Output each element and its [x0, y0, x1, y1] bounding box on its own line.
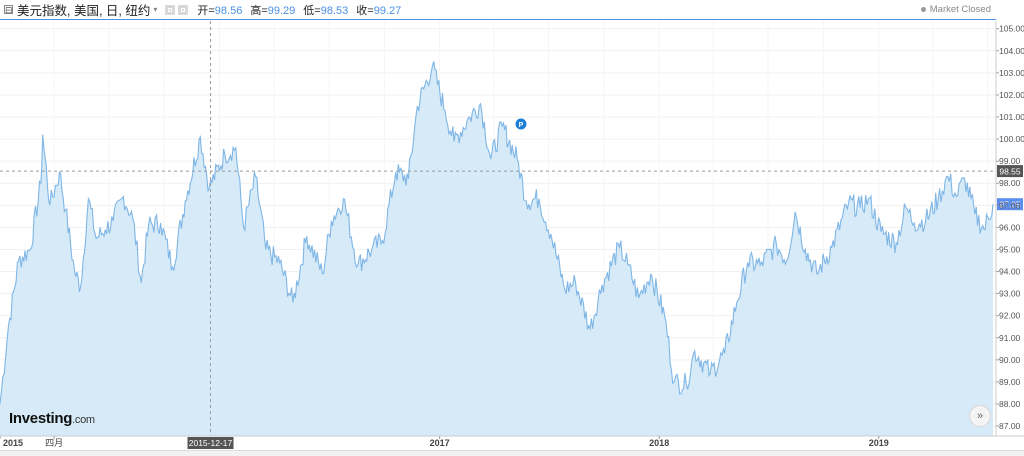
x-tick-label: 2019 [869, 438, 889, 448]
x-tick-label: 2017 [430, 438, 450, 448]
y-tick-label: 94.00 [999, 267, 1021, 277]
y-tick-label: 103.00 [999, 68, 1024, 78]
investing-logo[interactable]: Investing.com [9, 410, 95, 427]
bottom-toolbar [0, 450, 1024, 456]
y-tick-label: 104.00 [999, 46, 1024, 56]
y-tick-label: 101.00 [999, 112, 1024, 122]
open-value: 98.56 [214, 4, 243, 17]
y-tick-label: 90.00 [999, 355, 1021, 365]
dividend-marker[interactable]: P [515, 118, 527, 130]
low-value: 98.53 [320, 4, 349, 17]
y-tick-label: 100.00 [999, 134, 1024, 144]
y-tick-label: 105.00 [999, 24, 1024, 34]
event-marker-letter: P [519, 122, 524, 129]
y-tick-label: 87.00 [999, 421, 1021, 431]
y-tick-label: 92.00 [999, 311, 1021, 321]
logo-main: Investing [9, 410, 73, 427]
y-tick-label: 93.00 [999, 289, 1021, 299]
last-price-badge [997, 198, 1023, 211]
market-status: Market Closed [920, 4, 991, 15]
price-line [0, 61, 994, 405]
y-tick-label: 99.00 [999, 156, 1021, 166]
high-label: 高= [250, 4, 268, 17]
y-tick-label: 98.00 [999, 178, 1021, 188]
y-tick-label: 95.00 [999, 244, 1021, 254]
ohlc-readout: 开=98.56 高=99.29 低=98.53 收=99.27 [197, 2, 401, 18]
crosshair: 98.55 2015-12-17 97.05 [0, 21, 1023, 449]
y-tick-label: 89.00 [999, 377, 1021, 387]
y-tick-label: 88.00 [999, 399, 1021, 409]
high-value: 99.29 [267, 4, 296, 17]
collapse-icon[interactable]: ⊟ [4, 5, 13, 15]
logo-suffix: .com [72, 414, 95, 426]
x-axis: 2015 四月 2017 2018 2019 [0, 435, 1024, 448]
event-marker-icon[interactable] [515, 118, 527, 130]
close-value: 99.27 [373, 4, 402, 17]
crosshair-date-badge [187, 437, 234, 449]
x-tick-label: 2018 [649, 438, 669, 448]
y-tick-label: 91.00 [999, 333, 1021, 343]
scroll-to-latest-button[interactable]: » [969, 405, 991, 427]
hide-icon[interactable] [178, 4, 189, 15]
x-tick-label: 2015 [3, 438, 23, 448]
settings-icon[interactable] [165, 4, 176, 15]
close-label: 收= [356, 4, 374, 17]
open-label: 开= [197, 4, 215, 17]
last-price-label: 97.05 [999, 200, 1021, 210]
y-axis: 105.00 104.00 103.00 102.00 101.00 100.00 99.0… [995, 21, 1024, 436]
y-tick-label: 97.00 [999, 200, 1021, 210]
price-area-fill [0, 61, 993, 437]
chart-legend-bar: ⊟ 美元指数, 美国, 日, 纽约 ▾ 开=98.56 高=99.29 低=98… [0, 0, 996, 20]
y-tick-label: 96.00 [999, 222, 1021, 232]
status-dot-icon [920, 7, 926, 12]
instrument-name[interactable]: 美元指数, 美国, 日, 纽约 [17, 4, 151, 18]
chevron-down-icon[interactable]: ▾ [153, 5, 158, 14]
crosshair-date-label: 2015-12-17 [189, 438, 233, 448]
x-tick-label: 四月 [45, 438, 63, 448]
crosshair-price-badge [997, 165, 1023, 178]
market-status-text: Market Closed [929, 4, 991, 15]
crosshair-price-label: 98.55 [999, 167, 1021, 177]
y-tick-label: 102.00 [999, 90, 1024, 100]
low-label: 低= [303, 4, 321, 17]
